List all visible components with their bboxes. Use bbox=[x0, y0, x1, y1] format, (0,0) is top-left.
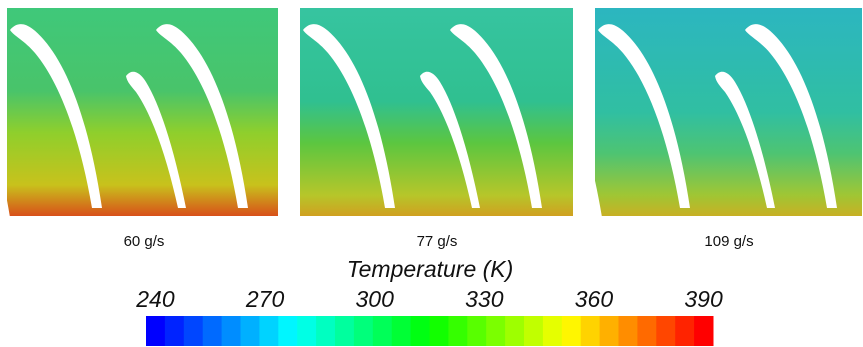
panel-label: 77 g/s bbox=[417, 233, 458, 250]
colorbar-band bbox=[183, 316, 204, 346]
colorbar-tick-label: 240 bbox=[135, 286, 175, 312]
colorbar-band bbox=[240, 316, 260, 346]
colorbar-band bbox=[675, 316, 695, 346]
colorbar-band bbox=[353, 316, 374, 346]
colorbar-band bbox=[467, 316, 487, 346]
colorbar-band bbox=[164, 316, 185, 346]
colorbar-band bbox=[656, 316, 676, 346]
panel-label: 109 g/s bbox=[704, 233, 753, 250]
colorbar-band bbox=[429, 316, 449, 346]
colorbar-band bbox=[637, 316, 657, 346]
colorbar-band bbox=[486, 316, 506, 346]
colorbar-band bbox=[599, 316, 619, 346]
contour-panel bbox=[595, 8, 862, 216]
panel-label: 60 g/s bbox=[124, 233, 165, 250]
colorbar-band bbox=[391, 316, 412, 346]
colorbar-band bbox=[410, 316, 430, 346]
colorbar-band bbox=[618, 316, 638, 346]
colorbar-band bbox=[372, 316, 393, 346]
colorbar-title: Temperature (K) bbox=[347, 256, 514, 282]
colorbar-tick-label: 330 bbox=[465, 286, 504, 312]
colorbar-tick-label: 300 bbox=[356, 286, 395, 312]
contour-panel bbox=[7, 8, 278, 216]
colorbar-band bbox=[542, 316, 563, 346]
colorbar-band bbox=[448, 316, 468, 346]
colorbar-band bbox=[259, 316, 279, 346]
colorbar-band bbox=[580, 316, 601, 346]
colorbar-band bbox=[524, 316, 544, 346]
colorbar-band bbox=[561, 316, 582, 346]
colorbar-band bbox=[335, 316, 355, 346]
colorbar-band bbox=[316, 316, 336, 346]
colorbar-band bbox=[146, 316, 166, 346]
colorbar-band bbox=[297, 316, 317, 346]
colorbar-band bbox=[505, 316, 525, 346]
colorbar-tick-label: 360 bbox=[575, 286, 614, 312]
contour-panel bbox=[300, 8, 573, 216]
colorbar-band bbox=[221, 316, 241, 346]
colorbar bbox=[146, 316, 714, 346]
colorbar-band bbox=[278, 316, 298, 346]
colorbar-tick-label: 390 bbox=[684, 286, 723, 312]
colorbar-tick-label: 270 bbox=[245, 286, 285, 312]
colorbar-band bbox=[202, 316, 223, 346]
colorbar-band bbox=[694, 316, 714, 346]
